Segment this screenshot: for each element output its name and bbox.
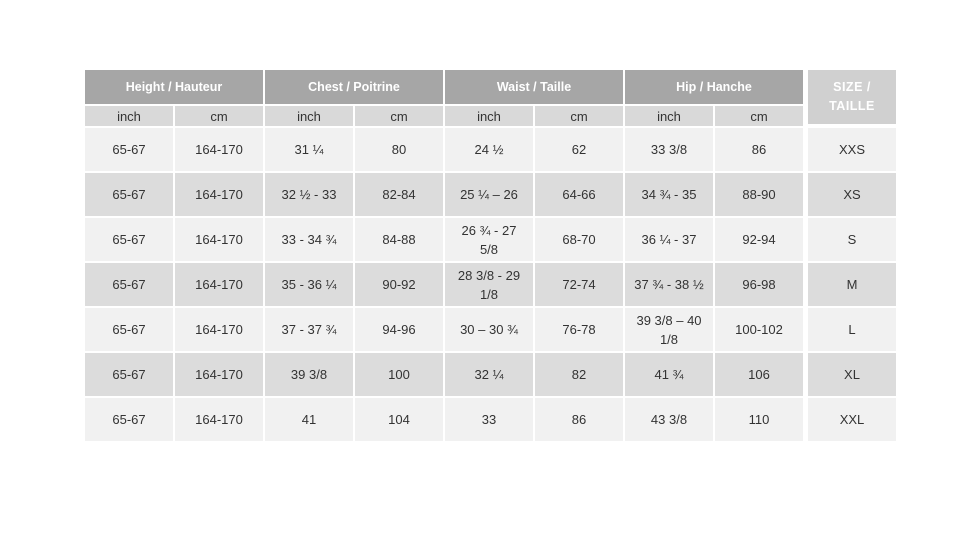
size-cell: S	[808, 218, 896, 261]
size-cell: XXL	[808, 398, 896, 441]
table-cell: 33	[445, 398, 533, 441]
unit-header: cm	[715, 106, 803, 126]
table-cell: 100-102	[715, 308, 803, 351]
table-cell: 30 – 30 ¾	[445, 308, 533, 351]
table-cell: 164-170	[175, 398, 263, 441]
table-cell: 76-78	[535, 308, 623, 351]
unit-header: cm	[355, 106, 443, 126]
group-header: Chest / Poitrine	[265, 70, 443, 104]
table-cell: 82-84	[355, 173, 443, 216]
table-cell: 31 ¼	[265, 128, 353, 171]
table-cell: 37 ¾ - 38 ½	[625, 263, 713, 306]
table-cell: 34 ¾ - 35	[625, 173, 713, 216]
table-cell: 36 ¼ - 37	[625, 218, 713, 261]
table-cell: 72-74	[535, 263, 623, 306]
unit-header: cm	[175, 106, 263, 126]
unit-header: inch	[85, 106, 173, 126]
group-header: Waist / Taille	[445, 70, 623, 104]
table-cell: 80	[355, 128, 443, 171]
table-cell: 86	[715, 128, 803, 171]
table-cell: 86	[535, 398, 623, 441]
unit-header: inch	[265, 106, 353, 126]
table-cell: 65-67	[85, 263, 173, 306]
table-cell: 100	[355, 353, 443, 396]
table-cell: 68-70	[535, 218, 623, 261]
table-cell: 65-67	[85, 308, 173, 351]
group-header: Hip / Hanche	[625, 70, 803, 104]
table-cell: 62	[535, 128, 623, 171]
table-cell: 164-170	[175, 353, 263, 396]
table-cell: 33 3/8	[625, 128, 713, 171]
table-cell: 104	[355, 398, 443, 441]
size-cell: M	[808, 263, 896, 306]
table-cell: 110	[715, 398, 803, 441]
table-cell: 90-92	[355, 263, 443, 306]
unit-header: cm	[535, 106, 623, 126]
table-cell: 32 ¼	[445, 353, 533, 396]
table-cell: 164-170	[175, 173, 263, 216]
table-cell: 35 - 36 ¼	[265, 263, 353, 306]
table-cell: 164-170	[175, 128, 263, 171]
table-cell: 164-170	[175, 308, 263, 351]
table-cell: 164-170	[175, 263, 263, 306]
table-cell: 88-90	[715, 173, 803, 216]
table-cell: 92-94	[715, 218, 803, 261]
table-cell: 96-98	[715, 263, 803, 306]
table-cell: 84-88	[355, 218, 443, 261]
table-cell: 41 ¾	[625, 353, 713, 396]
table-cell: 37 - 37 ¾	[265, 308, 353, 351]
table-cell: 43 3/8	[625, 398, 713, 441]
table-cell: 65-67	[85, 173, 173, 216]
table-cell: 39 3/8 – 40 1/8	[625, 308, 713, 351]
table-cell: 82	[535, 353, 623, 396]
size-cell: XL	[808, 353, 896, 396]
group-header: Height / Hauteur	[85, 70, 263, 104]
unit-header: inch	[445, 106, 533, 126]
table-cell: 33 - 34 ¾	[265, 218, 353, 261]
size-cell: XS	[808, 173, 896, 216]
table-cell: 25 ¼ – 26	[445, 173, 533, 216]
table-cell: 65-67	[85, 218, 173, 261]
table-cell: 64-66	[535, 173, 623, 216]
table-cell: 32 ½ - 33	[265, 173, 353, 216]
table-cell: 41	[265, 398, 353, 441]
table-cell: 24 ½	[445, 128, 533, 171]
size-cell: L	[808, 308, 896, 351]
table-cell: 65-67	[85, 353, 173, 396]
size-cell: XXS	[808, 128, 896, 171]
unit-header: inch	[625, 106, 713, 126]
table-cell: 28 3/8 - 29 1/8	[445, 263, 533, 306]
table-cell: 94-96	[355, 308, 443, 351]
table-cell: 65-67	[85, 128, 173, 171]
size-header: SIZE / TAILLE	[808, 70, 896, 124]
table-cell: 106	[715, 353, 803, 396]
table-cell: 39 3/8	[265, 353, 353, 396]
table-cell: 164-170	[175, 218, 263, 261]
table-cell: 26 ¾ - 27 5/8	[445, 218, 533, 261]
table-cell: 65-67	[85, 398, 173, 441]
